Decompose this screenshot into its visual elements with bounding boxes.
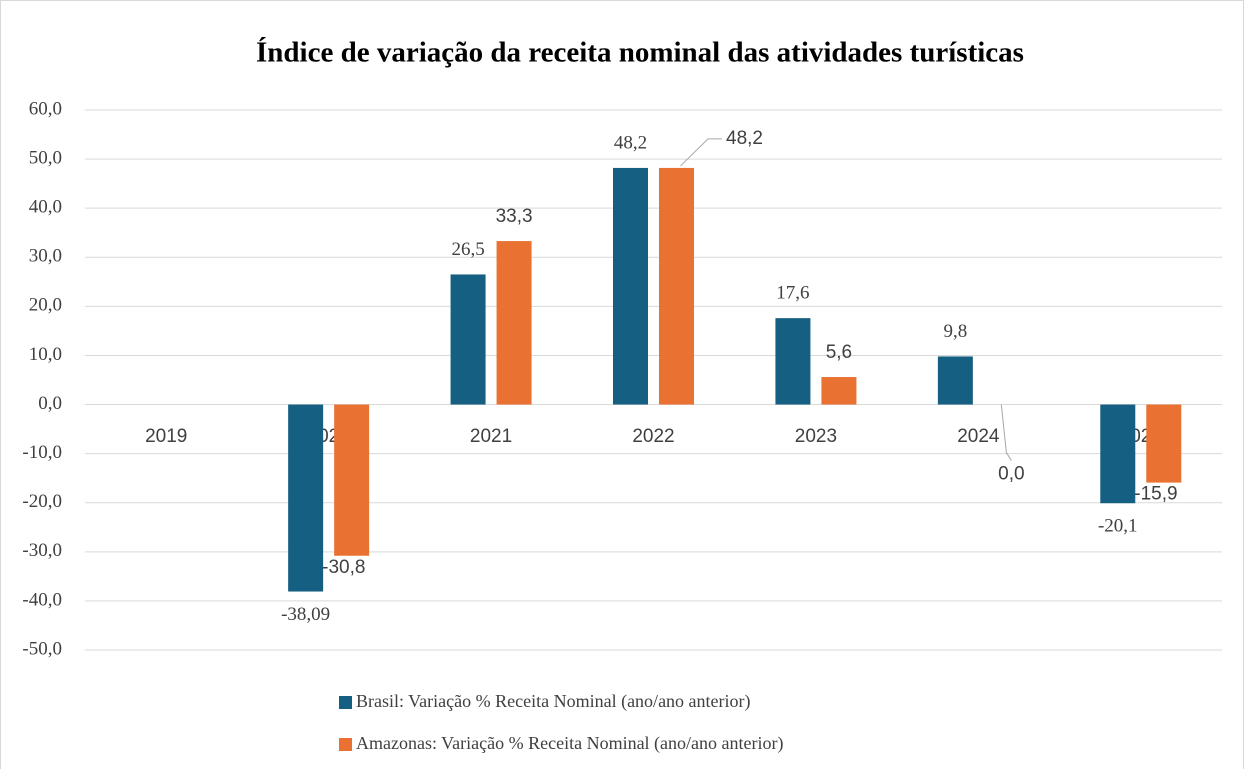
bar (288, 404, 324, 592)
bar (775, 318, 811, 405)
bar (1100, 404, 1136, 504)
y-tick-label: -30,0 (22, 540, 62, 561)
data-label: 48,2 (614, 132, 647, 153)
data-label: 0,0 (998, 464, 1024, 485)
chart-title: Índice de variação da receita nominal da… (256, 36, 1024, 69)
y-tick-label: 10,0 (29, 344, 62, 365)
y-tick-label: 0,0 (38, 393, 62, 414)
data-label: -30,8 (322, 557, 365, 578)
legend-swatch (339, 738, 352, 751)
data-label: -15,9 (1134, 484, 1177, 505)
leader-line (680, 138, 722, 167)
data-label: 48,2 (726, 128, 763, 149)
y-tick-label: -50,0 (22, 638, 62, 659)
data-label: 33,3 (496, 206, 533, 227)
y-tick-label: 50,0 (29, 147, 62, 168)
legend-label: Brasil: Variação % Receita Nominal (ano/… (356, 691, 751, 712)
data-label: -20,1 (1098, 516, 1138, 537)
bar (450, 274, 486, 405)
y-tick-label: 60,0 (29, 98, 62, 119)
bar (821, 377, 857, 405)
leader-line (1000, 404, 1012, 461)
x-tick-label: 2022 (632, 426, 674, 447)
x-tick-label: 2021 (470, 426, 512, 447)
y-tick-label: -20,0 (22, 491, 62, 512)
x-tick-label: 2019 (145, 426, 187, 447)
data-label: 9,8 (943, 321, 967, 342)
bar (659, 167, 694, 405)
bar (1146, 404, 1182, 483)
y-tick-label: -10,0 (22, 442, 62, 463)
y-tick-label: -40,0 (22, 589, 62, 610)
bar (496, 241, 532, 405)
data-label: 5,6 (826, 342, 852, 363)
data-label: 17,6 (776, 283, 809, 304)
y-tick-label: 20,0 (29, 295, 62, 316)
bar (334, 404, 370, 556)
bar (937, 356, 973, 405)
x-tick-label: 2024 (957, 426, 1000, 447)
legend-swatch (339, 696, 352, 709)
y-tick-label: 30,0 (29, 246, 62, 267)
y-tick-label: 40,0 (29, 197, 62, 218)
bar (613, 167, 648, 405)
data-label: 26,5 (451, 239, 484, 260)
x-tick-label: 2023 (795, 426, 837, 447)
legend-label: Amazonas: Variação % Receita Nominal (an… (356, 733, 784, 754)
data-label: -38,09 (281, 604, 330, 625)
